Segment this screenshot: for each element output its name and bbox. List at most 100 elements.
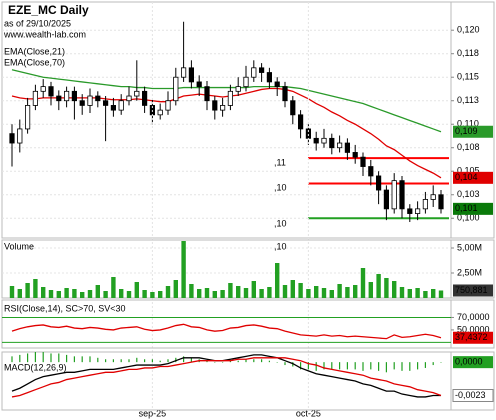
histogram-bar <box>144 359 146 363</box>
candle-body <box>383 189 390 210</box>
candle-body <box>313 137 319 144</box>
bar <box>33 279 38 298</box>
value-label-box <box>453 125 493 138</box>
candle-body <box>243 76 249 88</box>
histogram-bar <box>136 357 138 363</box>
candle-body <box>321 137 327 144</box>
y-tick-label: 0,103 <box>457 189 480 199</box>
bar <box>290 280 295 298</box>
bar <box>126 291 132 298</box>
bar <box>360 268 366 298</box>
histogram-bar <box>27 353 29 363</box>
bar <box>165 286 171 298</box>
bar <box>228 283 233 298</box>
bar <box>142 290 147 298</box>
histogram-bar <box>229 360 231 363</box>
candle-body <box>141 90 148 106</box>
bar <box>197 289 202 298</box>
bar <box>134 282 139 298</box>
candle-body <box>126 95 132 102</box>
bar <box>399 287 405 298</box>
y-tick-label: 0,115 <box>457 72 479 82</box>
value-label: 0,0000 <box>455 357 483 367</box>
histogram-bar <box>362 362 364 371</box>
bar <box>251 281 256 298</box>
histogram-bar <box>354 362 356 370</box>
axis-frame <box>450 239 495 299</box>
histogram-bar <box>284 362 286 366</box>
candle-body <box>266 72 273 83</box>
candle-body <box>212 100 218 111</box>
candle-body <box>391 180 397 210</box>
series-line <box>11 87 442 179</box>
bar <box>329 290 334 298</box>
candle-body <box>64 90 70 102</box>
y-tick-label: 5,00M <box>457 242 482 252</box>
candle-body <box>344 142 351 153</box>
histogram-bar <box>378 362 380 371</box>
candle-body <box>157 109 163 116</box>
axis-frame <box>450 1 495 239</box>
histogram-bar <box>151 359 153 363</box>
series-line <box>11 323 442 340</box>
histogram-bar <box>214 362 216 363</box>
candle-body <box>40 86 46 92</box>
histogram-bar <box>183 356 185 363</box>
value-label: 750,881 <box>455 285 488 295</box>
histogram-bar <box>19 354 21 363</box>
candle-body <box>17 128 23 144</box>
bar <box>407 289 412 298</box>
candle-body <box>407 208 413 214</box>
histogram-bar <box>222 362 224 363</box>
candle-body <box>48 86 54 97</box>
bar <box>298 283 303 298</box>
candle-body <box>438 194 444 210</box>
histogram-bar <box>385 362 387 373</box>
bar <box>189 284 194 298</box>
bar <box>384 278 389 298</box>
bar <box>204 288 210 298</box>
value-label: 0,109 <box>455 126 478 136</box>
histogram-bar <box>417 362 419 370</box>
annotation: ,10 <box>274 182 287 192</box>
bar <box>376 274 381 298</box>
pane-title: RSI(Close,14), SC>70, SV<30 <box>4 303 126 313</box>
bar <box>64 288 69 298</box>
bar <box>95 285 100 298</box>
histogram-bar <box>120 359 122 363</box>
histogram-bar <box>245 359 247 363</box>
histogram-bar <box>276 362 278 363</box>
bar <box>392 281 397 298</box>
candle-body <box>196 81 202 88</box>
candle-body <box>24 105 31 130</box>
histogram-bar <box>300 362 302 370</box>
bar <box>220 290 225 298</box>
candle-body <box>103 100 109 106</box>
bar <box>321 288 327 298</box>
candle-body <box>258 67 265 73</box>
candle-body <box>274 81 280 88</box>
y-tick-label: 0,100 <box>457 213 480 223</box>
candle-body <box>118 100 124 111</box>
histogram-bar <box>268 360 270 363</box>
candle-body <box>9 133 15 144</box>
bar <box>236 286 241 298</box>
bar <box>111 277 116 298</box>
bar <box>353 285 358 298</box>
histogram-bar <box>58 353 60 363</box>
histogram-bar <box>34 352 36 363</box>
candle-body <box>56 95 62 102</box>
candle-body <box>32 90 39 106</box>
histogram-bar <box>81 356 83 363</box>
y-tick-label: 0,120 <box>457 25 480 35</box>
bar <box>56 291 61 298</box>
y-tick-label: 0,110 <box>457 119 479 129</box>
histogram-bar <box>128 359 130 363</box>
histogram-bar <box>206 360 208 363</box>
candle-body <box>180 67 187 78</box>
value-label: 0,104 <box>455 172 478 182</box>
histogram-bar <box>253 359 255 363</box>
value-label: -0,0023 <box>455 390 486 400</box>
histogram-bar <box>97 357 99 363</box>
candle-body <box>290 100 296 116</box>
